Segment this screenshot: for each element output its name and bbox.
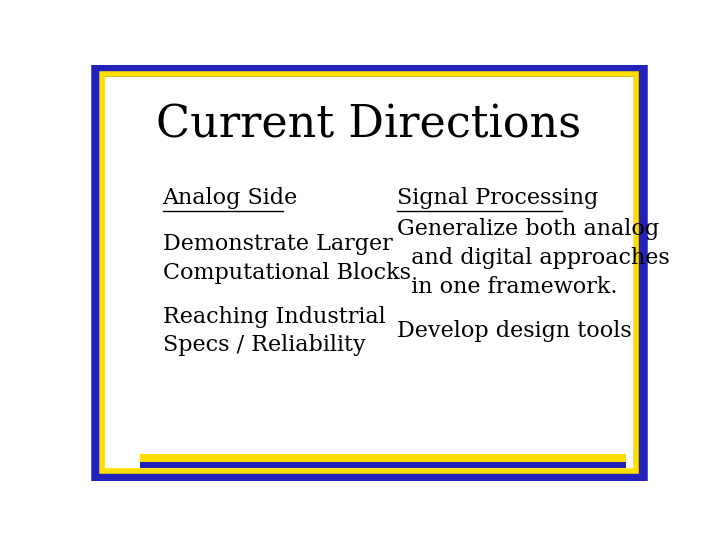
Text: Reaching Industrial
Specs / Reliability: Reaching Industrial Specs / Reliability — [163, 306, 385, 356]
Bar — [140, 454, 626, 463]
Text: Develop design tools: Develop design tools — [397, 320, 631, 342]
Text: Demonstrate Larger
Computational Blocks: Demonstrate Larger Computational Blocks — [163, 233, 410, 284]
Bar — [140, 462, 626, 468]
Text: Current Directions: Current Directions — [156, 104, 582, 147]
Text: Signal Processing: Signal Processing — [397, 187, 598, 209]
Text: Generalize both analog
  and digital approaches
  in one framework.: Generalize both analog and digital appro… — [397, 218, 670, 298]
Text: Analog Side: Analog Side — [163, 187, 298, 209]
